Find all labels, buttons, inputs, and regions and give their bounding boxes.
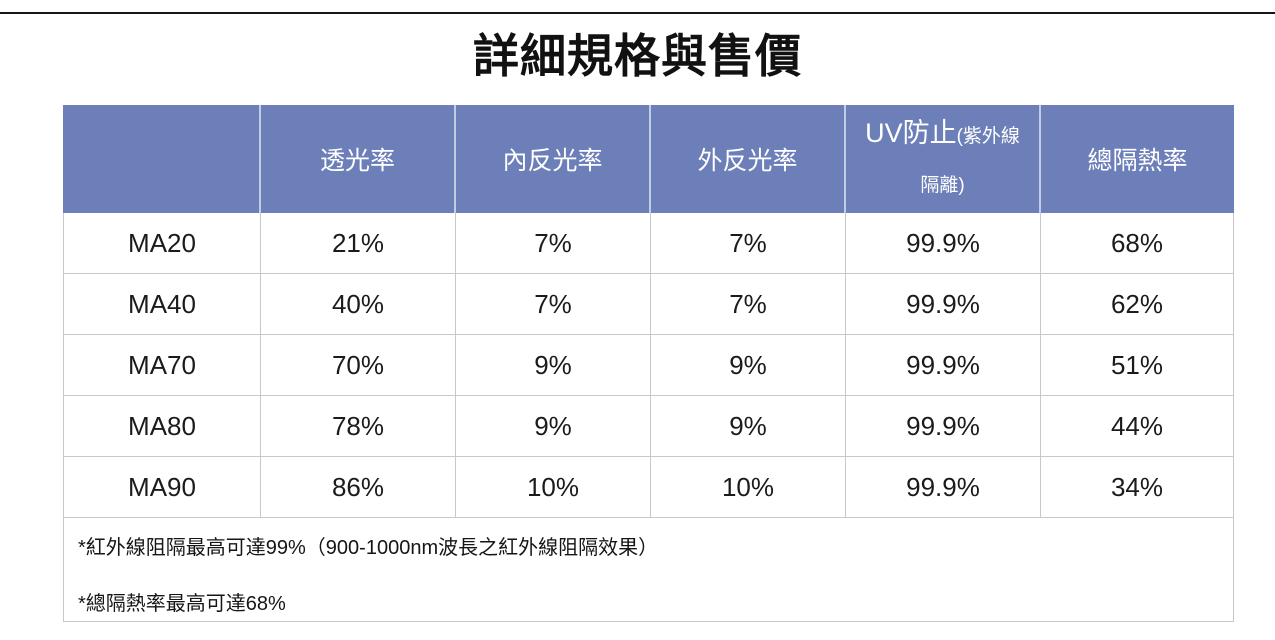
uv-main-label: UV防止 [865, 117, 957, 148]
header-cell-vlt: 透光率 [259, 105, 454, 213]
cell-inner-reflect: 9% [455, 396, 650, 456]
cell-heat: 34% [1040, 457, 1233, 517]
cell-outer-reflect: 7% [650, 274, 845, 334]
spec-table: 透光率 內反光率 外反光率 UV防止(紫外線隔離) 總隔熱率 MA20 21% … [63, 105, 1234, 622]
cell-vlt: 86% [260, 457, 455, 517]
top-divider [0, 12, 1275, 14]
cell-heat: 44% [1040, 396, 1233, 456]
cell-model: MA70 [128, 349, 196, 380]
table-row: MA40 40% 7% 7% 99.9% 62% [64, 274, 1233, 335]
table-row: MA70 70% 9% 9% 99.9% 51% [64, 335, 1233, 396]
cell-inner-reflect: 10% [455, 457, 650, 517]
header-cell-inner-reflect: 內反光率 [454, 105, 649, 213]
cell-model: MA80 [128, 410, 196, 441]
cell-model: MA20 [128, 227, 196, 258]
page-title: 詳細規格與售價 [473, 30, 802, 82]
cell-uv: 99.9% [845, 274, 1040, 334]
cell-vlt: 78% [260, 396, 455, 456]
table-body: MA20 21% 7% 7% 99.9% 68% MA40 40% 7% 7% … [63, 213, 1234, 518]
header-cell-uv: UV防止(紫外線隔離) [844, 105, 1039, 213]
uv-sub-label: (紫外線隔離) [920, 125, 1020, 196]
cell-outer-reflect: 9% [650, 335, 845, 395]
cell-vlt: 70% [260, 335, 455, 395]
cell-model: MA40 [128, 288, 196, 319]
cell-heat: 51% [1040, 335, 1233, 395]
header-cell-heat: 總隔熱率 [1039, 105, 1234, 213]
cell-uv: 99.9% [845, 396, 1040, 456]
cell-heat: 68% [1040, 213, 1233, 273]
table-header-row: 透光率 內反光率 外反光率 UV防止(紫外線隔離) 總隔熱率 [63, 105, 1234, 213]
cell-inner-reflect: 7% [455, 274, 650, 334]
header-cell-model [63, 105, 259, 213]
cell-outer-reflect: 7% [650, 213, 845, 273]
cell-vlt: 40% [260, 274, 455, 334]
cell-uv: 99.9% [845, 457, 1040, 517]
table-row: MA80 78% 9% 9% 99.9% 44% [64, 396, 1233, 457]
cell-heat: 62% [1040, 274, 1233, 334]
cell-model: MA90 [128, 471, 196, 502]
table-row: MA90 86% 10% 10% 99.9% 34% [64, 457, 1233, 518]
cell-uv: 99.9% [845, 335, 1040, 395]
header-cell-outer-reflect: 外反光率 [649, 105, 844, 213]
footnote-heat-rate: *總隔熱率最高可達68% [78, 593, 286, 615]
cell-inner-reflect: 9% [455, 335, 650, 395]
cell-inner-reflect: 7% [455, 213, 650, 273]
cell-outer-reflect: 9% [650, 396, 845, 456]
table-footnotes: *紅外線阻隔最高可達99%（900-1000nm波長之紅外線阻隔效果） *總隔熱… [63, 518, 1234, 622]
table-row: MA20 21% 7% 7% 99.9% 68% [64, 213, 1233, 274]
footnote-infrared: *紅外線阻隔最高可達99%（900-1000nm波長之紅外線阻隔效果） [78, 537, 659, 559]
header-cell-uv-text: UV防止(紫外線隔離) [859, 110, 1027, 209]
cell-outer-reflect: 10% [650, 457, 845, 517]
cell-vlt: 21% [260, 213, 455, 273]
cell-uv: 99.9% [845, 213, 1040, 273]
